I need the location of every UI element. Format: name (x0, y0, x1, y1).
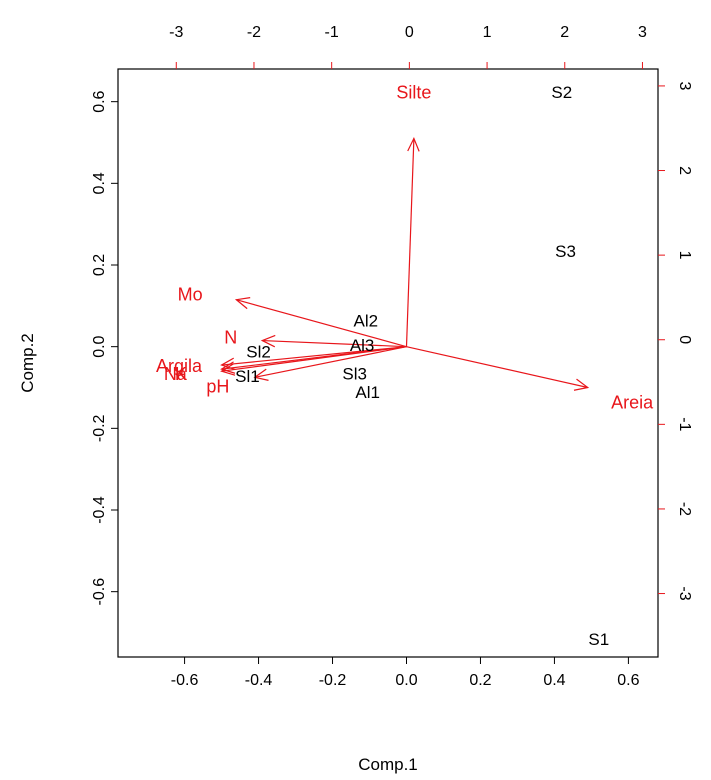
top-tick-label: -2 (247, 24, 261, 41)
left-tick-label: -0.4 (91, 496, 108, 524)
observation-label-s1: S1 (588, 630, 609, 649)
top-tick-label: 1 (483, 24, 492, 41)
variable-label-na: Na (164, 364, 188, 384)
bottom-tick-label: -0.2 (319, 672, 347, 689)
variable-label-k: K (175, 364, 187, 384)
top-tick-label: 3 (638, 24, 647, 41)
variable-arrow-areia (406, 346, 590, 391)
left-tick-label: -0.6 (91, 578, 108, 606)
right-tick-label: 0 (676, 335, 693, 344)
bottom-tick-label: 0.6 (617, 672, 639, 689)
observation-label-sl2: Sl2 (246, 342, 271, 361)
variable-label-silte: Silte (396, 82, 431, 102)
variable-label-mo: Mo (178, 284, 203, 304)
observation-label-al2: Al2 (354, 312, 379, 331)
left-tick-label: -0.2 (91, 414, 108, 442)
variable-arrow-mo (234, 297, 407, 348)
variable-arrow-silte (405, 136, 420, 347)
axes-layer: -0.6 -0.4 -0.2 0.0 0.2 0.4 0.6 -0.6 -0.4 -0.2 0.0 0… (91, 24, 693, 689)
top-tick-label: -1 (325, 24, 339, 41)
bottom-tick-label: 0.0 (395, 672, 417, 689)
observation-label-sl3: Sl3 (342, 365, 367, 384)
variable-label-argila: Argila (156, 356, 203, 376)
top-tick-label: 2 (560, 24, 569, 41)
x-axis-title: Comp.1 (358, 755, 418, 774)
left-tick-label: 0.0 (91, 335, 108, 357)
y-axis-title: Comp.2 (18, 333, 37, 393)
variable-arrows-layer (220, 136, 590, 391)
bottom-tick-label: 0.2 (469, 672, 491, 689)
bottom-tick-label: -0.6 (171, 672, 199, 689)
top-tick-label: 0 (405, 24, 414, 41)
right-tick-label: 2 (676, 166, 693, 175)
variable-arrow-ph (253, 346, 407, 381)
observation-label-al1: Al1 (355, 383, 380, 402)
variable-label-ph: pH (206, 376, 229, 396)
variable-arrow-k (220, 346, 407, 376)
left-tick-label: 0.6 (91, 90, 108, 112)
variable-arrow-n (260, 334, 407, 348)
right-tick-label: -3 (676, 586, 693, 600)
variable-label-areia: Areia (611, 393, 654, 413)
bottom-tick-label: -0.4 (245, 672, 273, 689)
left-tick-label: 0.2 (91, 254, 108, 276)
observation-label-s2: S2 (551, 83, 572, 102)
right-tick-label: 3 (676, 81, 693, 90)
right-tick-label: -1 (676, 417, 693, 431)
left-tick-label: 0.4 (91, 172, 108, 194)
observation-label-sl1: Sl1 (235, 367, 260, 386)
right-tick-label: -2 (676, 502, 693, 516)
top-tick-label: -3 (169, 24, 183, 41)
plot-frame (117, 68, 659, 658)
right-tick-label: 1 (676, 251, 693, 260)
observation-label-s3: S3 (555, 242, 576, 261)
observation-label-al3: Al3 (350, 336, 375, 355)
variable-label-n: N (224, 327, 237, 347)
bottom-tick-label: 0.4 (543, 672, 565, 689)
